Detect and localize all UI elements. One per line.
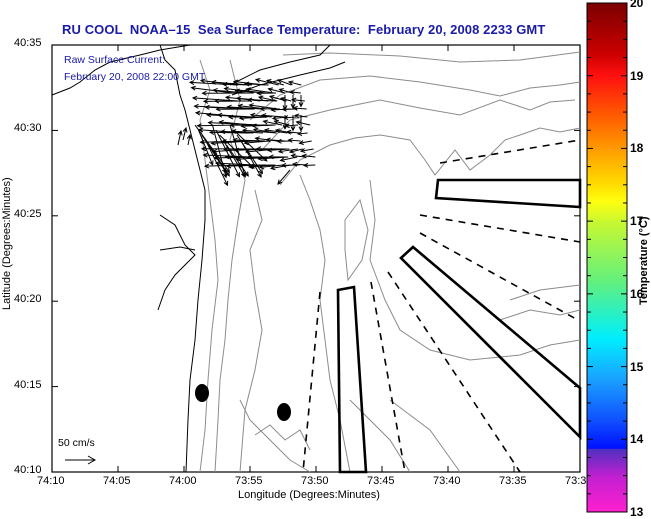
- colorbar-tick-label: 15: [630, 360, 643, 374]
- x-axis-label: Longitude (Degrees:Minutes): [238, 489, 380, 501]
- x-tick-label: 74:10: [37, 475, 65, 487]
- annotation-line1: Raw Surface Current:: [64, 54, 165, 66]
- y-tick-label: 40:20: [14, 293, 42, 305]
- colorbar-tick-label: 19: [630, 69, 643, 83]
- x-tick-label: 73:50: [301, 475, 329, 487]
- colorbar-tick-label: 13: [630, 505, 643, 519]
- plot-frame: [52, 45, 580, 472]
- colorbar-tick-label: 14: [630, 432, 643, 446]
- y-tick-label: 40:15: [14, 379, 42, 391]
- scale-label: 50 cm/s: [58, 437, 95, 449]
- x-tick-label: 73:40: [433, 475, 461, 487]
- y-axis-label: Latitude (Degrees:Minutes): [1, 177, 13, 310]
- colorbar-tick-label: 20: [630, 0, 643, 10]
- y-tick-label: 40:30: [14, 122, 42, 134]
- x-tick-label: 73:3: [565, 475, 586, 487]
- y-tick-label: 40:10: [14, 464, 42, 476]
- station-marker: [277, 403, 291, 421]
- station-marker: [195, 384, 209, 402]
- colorbar: [587, 3, 627, 512]
- y-tick-label: 40:25: [14, 208, 42, 220]
- x-tick-label: 73:55: [235, 475, 263, 487]
- x-tick-label: 74:00: [169, 475, 197, 487]
- x-tick-label: 73:45: [367, 475, 395, 487]
- x-tick-label: 74:05: [103, 475, 131, 487]
- y-tick-label: 40:35: [14, 37, 42, 49]
- annotation-line2: February 20, 2008 22:00 GMT: [64, 71, 205, 83]
- colorbar-label: Temperature (°C): [638, 216, 650, 305]
- x-tick-label: 73:35: [499, 475, 527, 487]
- colorbar-tick-label: 18: [630, 141, 643, 155]
